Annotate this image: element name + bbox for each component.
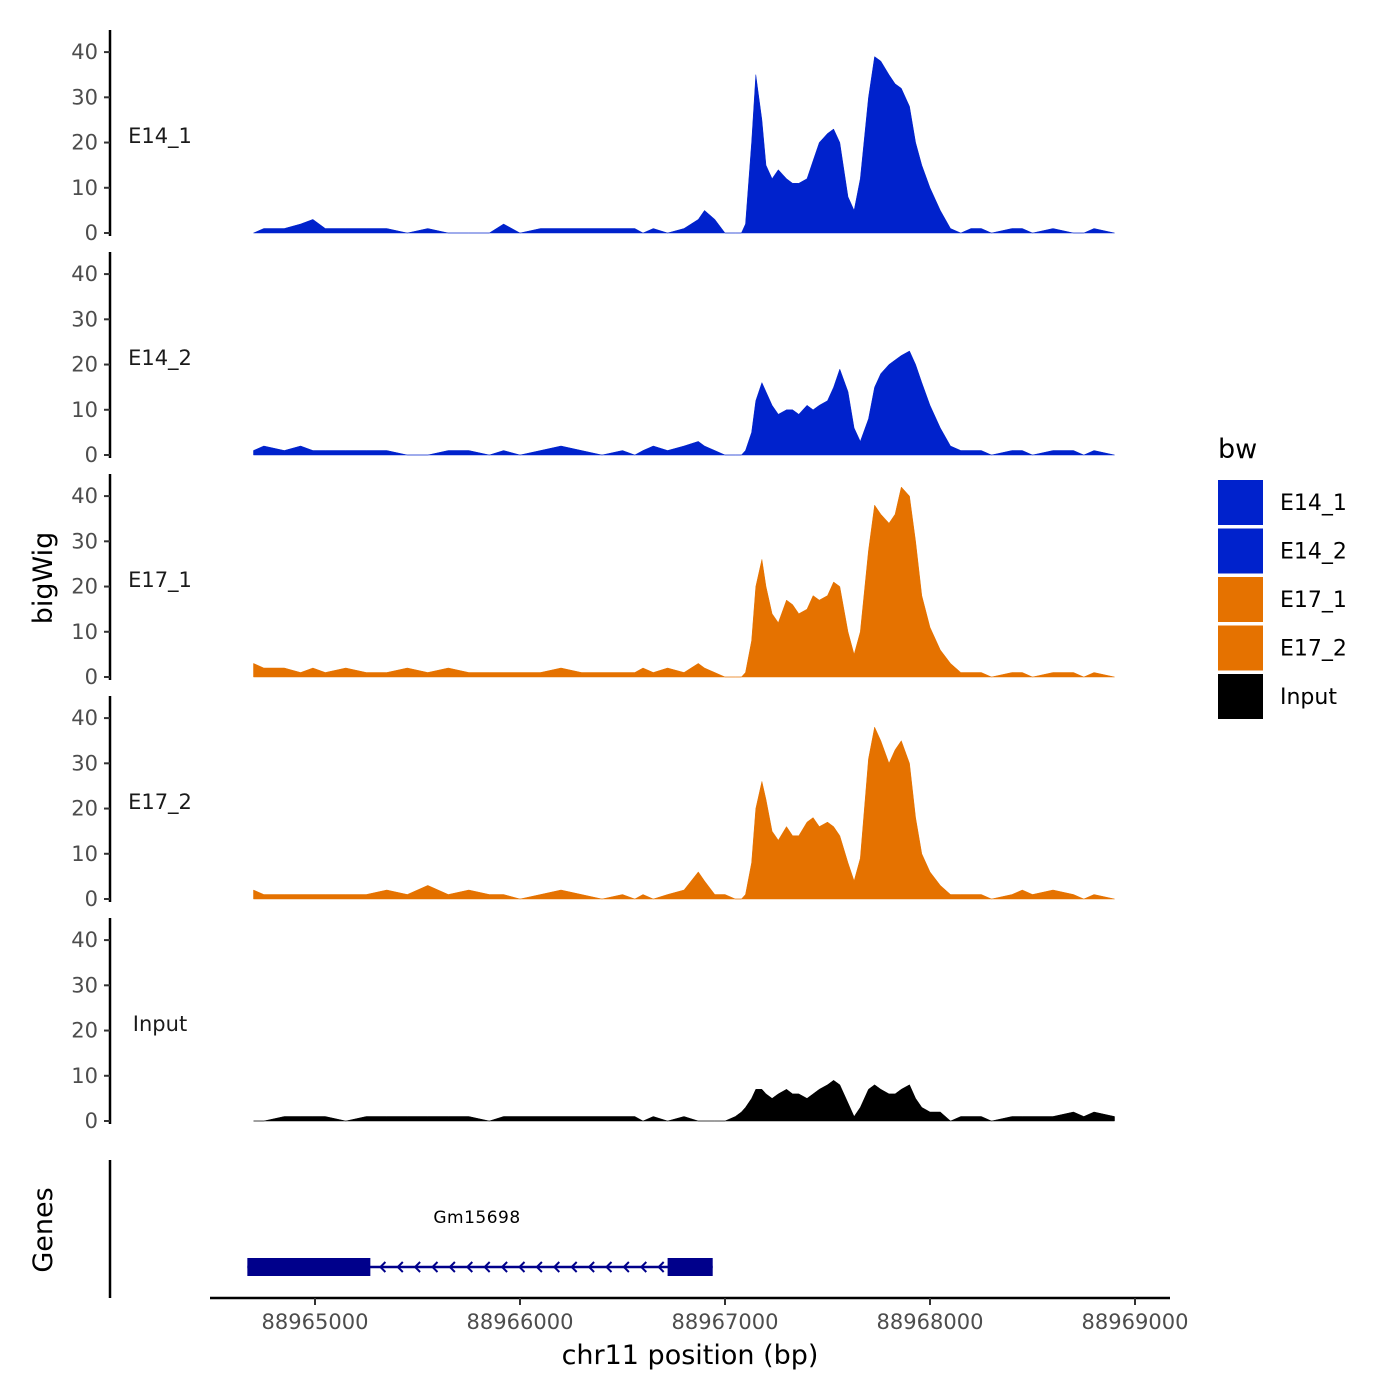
y-tick-label: 20 — [71, 575, 98, 599]
strand-arrow-icon — [465, 1261, 474, 1273]
track-panel-e14-1: 0 10 20 30 40 E14_1 — [71, 30, 1115, 245]
legend-swatch — [1218, 674, 1263, 719]
y-tick-label: 20 — [71, 353, 98, 377]
strand-arrow-icon — [500, 1261, 508, 1273]
y-tick-label: 30 — [71, 307, 98, 331]
gene-exon — [247, 1258, 371, 1276]
y-tick-label: 0 — [85, 1109, 98, 1133]
y-tick-label: 40 — [71, 484, 98, 508]
signal-area-input — [253, 1080, 1115, 1122]
panel-label: Input — [133, 1012, 187, 1036]
y-tick-label: 0 — [85, 443, 98, 467]
gene-label: Gm15698 — [433, 1208, 520, 1228]
track-panels: 0 10 20 30 40 E14_1 0 10 20 30 40 E14_2 0 10 20 30 40 E17… — [71, 30, 1115, 1133]
legend-entry-input: Input — [1218, 674, 1337, 719]
legend-label: E17_2 — [1280, 637, 1347, 662]
y-tick-label: 40 — [71, 40, 98, 64]
legend-swatch — [1218, 528, 1263, 574]
x-tick-label: 88965000 — [262, 1310, 369, 1334]
legend-swatch — [1218, 625, 1263, 671]
legend-entry-e14-2: E14_2 — [1218, 528, 1347, 574]
strand-arrow-icon — [431, 1261, 439, 1273]
y-tick-label: 10 — [71, 176, 98, 200]
y-tick-label: 20 — [71, 797, 98, 821]
strand-arrow-icon — [570, 1261, 578, 1273]
strand-arrow-icon — [518, 1261, 526, 1273]
strand-arrow-icon — [605, 1261, 613, 1273]
panel-label: E14_2 — [128, 346, 192, 371]
x-axis-title: chr11 position (bp) — [562, 1340, 819, 1371]
strand-arrow-icon — [657, 1261, 665, 1273]
track-panel-e14-2: 0 10 20 30 40 E14_2 — [71, 252, 1115, 467]
legend-entry-e17-2: E17_2 — [1218, 625, 1347, 671]
legend-swatch — [1218, 480, 1263, 525]
signal-area-e17-2 — [253, 726, 1115, 900]
signal-area-e17-1 — [253, 486, 1115, 678]
signal-area-e14-1 — [253, 56, 1115, 234]
y-tick-label: 10 — [71, 398, 98, 422]
y-tick-label: 40 — [71, 706, 98, 730]
legend-entry-e14-1: E14_1 — [1218, 480, 1347, 525]
strand-arrow-icon — [483, 1261, 491, 1273]
y-tick-label: 10 — [71, 842, 98, 866]
legend-label: E14_2 — [1280, 540, 1347, 565]
panel-label: E17_1 — [128, 568, 192, 593]
y-tick-label: 0 — [85, 665, 98, 689]
gene-track: Gm15698 — [108, 1160, 713, 1298]
y-tick-label: 10 — [71, 620, 98, 644]
legend: bw E14_1 E14_2 E17_1 E17_2 Input — [1218, 434, 1347, 719]
legend-label: E17_1 — [1280, 588, 1347, 613]
strand-arrow-icon — [413, 1261, 421, 1273]
y-axis-title: bigWig — [28, 532, 59, 625]
x-tick-label: 88969000 — [1082, 1310, 1189, 1334]
gene-exon — [667, 1258, 713, 1276]
legend-label: E14_1 — [1280, 491, 1347, 516]
y-tick-label: 0 — [85, 221, 98, 245]
genes-axis-title: Genes — [28, 1187, 59, 1272]
x-tick-label: 88967000 — [672, 1310, 779, 1334]
legend-title: bw — [1218, 434, 1257, 465]
y-tick-label: 30 — [71, 529, 98, 553]
y-tick-label: 30 — [71, 751, 98, 775]
y-tick-label: 30 — [71, 973, 98, 997]
y-tick-label: 20 — [71, 131, 98, 155]
y-tick-label: 0 — [85, 887, 98, 911]
track-panel-input: 0 10 20 30 40 Input — [71, 918, 1115, 1133]
legend-entry-e17-1: E17_1 — [1218, 577, 1347, 622]
signal-area-e14-2 — [253, 350, 1115, 456]
x-tick-label: 88968000 — [877, 1310, 984, 1334]
y-tick-label: 10 — [71, 1064, 98, 1088]
legend-swatch — [1218, 577, 1263, 622]
x-tick-label: 88966000 — [467, 1310, 574, 1334]
y-tick-label: 30 — [71, 85, 98, 109]
strand-arrow-icon — [535, 1261, 543, 1273]
strand-arrow-icon — [587, 1261, 595, 1273]
strand-arrow-icon — [622, 1261, 630, 1273]
strand-arrow-icon — [396, 1261, 404, 1273]
track-panel-e17-1: 0 10 20 30 40 E17_1 — [71, 474, 1115, 689]
x-axis: 88965000 88966000 88967000 88968000 88969000 — [210, 1296, 1189, 1334]
strand-arrow-icon — [552, 1261, 561, 1273]
track-panel-e17-2: 0 10 20 30 40 E17_2 — [71, 696, 1115, 911]
strand-arrow-icon — [448, 1261, 456, 1273]
panel-label: E14_1 — [128, 124, 192, 149]
y-tick-label: 20 — [71, 1019, 98, 1043]
y-tick-label: 40 — [71, 928, 98, 952]
y-tick-label: 40 — [71, 262, 98, 286]
strand-arrow-icon — [639, 1261, 648, 1273]
strand-arrow-icon — [378, 1261, 387, 1273]
legend-label: Input — [1280, 685, 1337, 710]
panel-label: E17_2 — [128, 790, 192, 815]
gene-gm15698: Gm15698 — [247, 1208, 713, 1276]
